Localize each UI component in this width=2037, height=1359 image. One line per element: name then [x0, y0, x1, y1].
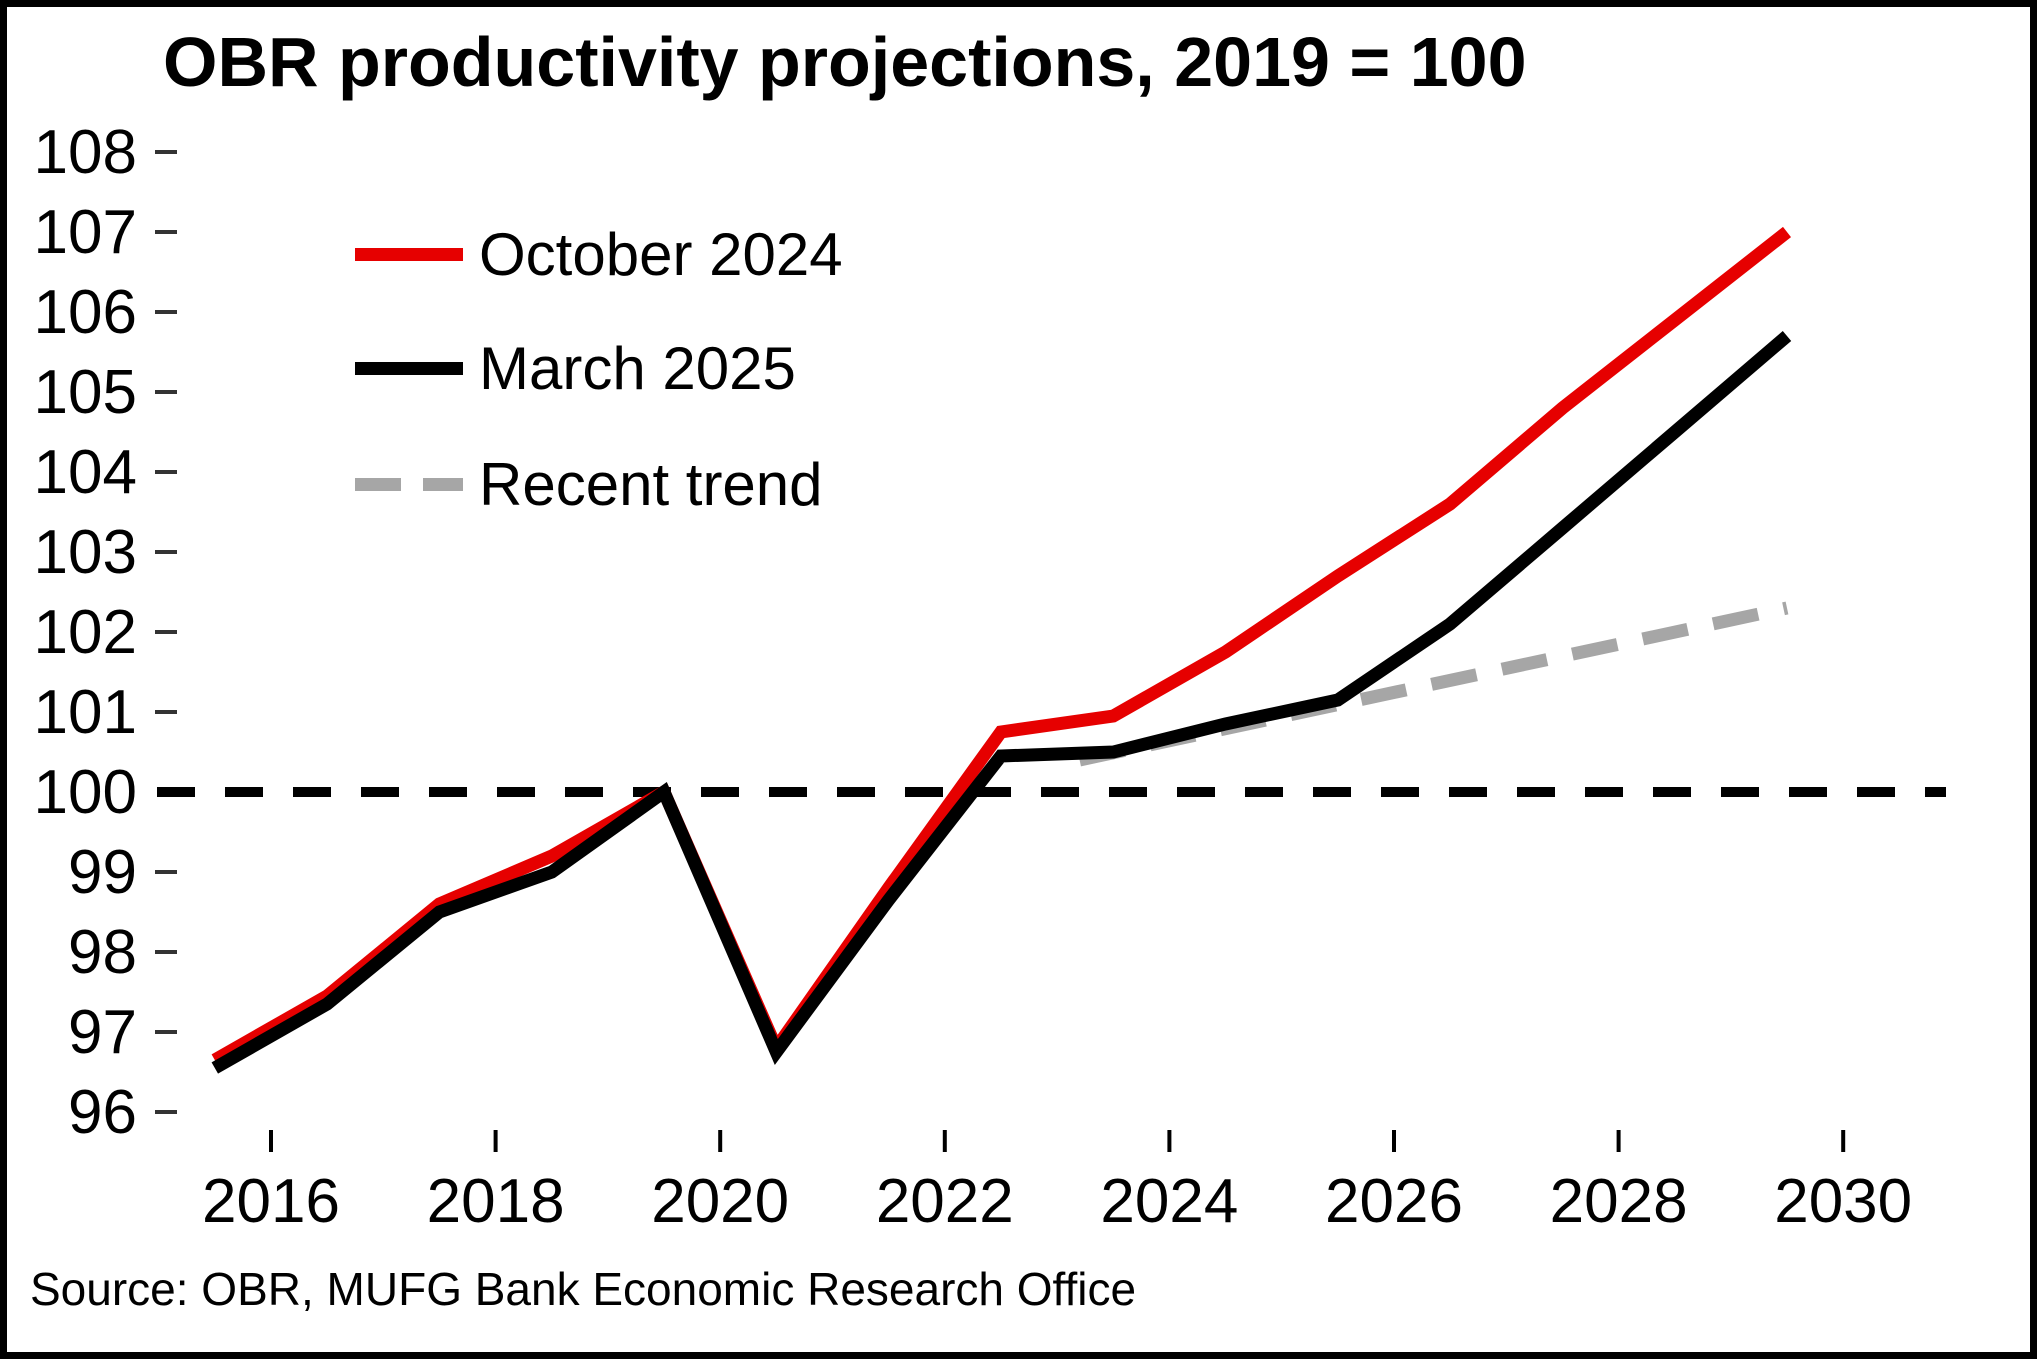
- x-axis-tick-label: 2020: [651, 1167, 789, 1236]
- y-axis-tick-label: 100: [34, 758, 137, 827]
- x-axis-tick-label: 2030: [1774, 1167, 1912, 1236]
- x-axis-tick-label: 2018: [427, 1167, 565, 1236]
- y-axis-tick-label: 108: [34, 118, 137, 187]
- legend-label-october-2024: October 2024: [479, 220, 843, 288]
- series-line-october-2024: [211, 226, 1792, 1066]
- series-line-march-2025: [211, 331, 1792, 1074]
- y-axis-tick-label: 98: [68, 918, 137, 987]
- y-axis-tick-label: 96: [68, 1078, 137, 1147]
- x-axis-tick-label: 2026: [1325, 1167, 1463, 1236]
- legend-key-october-2024: [355, 247, 463, 261]
- y-axis-tick-label: 101: [34, 678, 137, 747]
- y-axis-tick-label: 105: [34, 358, 137, 427]
- y-axis-tick-label: 102: [34, 598, 137, 667]
- source-note: Source: OBR, MUFG Bank Economic Research…: [30, 1263, 1137, 1315]
- legend-key-march-2025: [355, 361, 463, 375]
- y-axis-tick-label: 97: [68, 998, 137, 1067]
- x-axis-tick-label: 2024: [1100, 1167, 1238, 1236]
- legend-item-recent-trend: Recent trend: [355, 450, 823, 518]
- x-axis-tick-label: 2022: [876, 1167, 1014, 1236]
- series-line-recent-trend: [1078, 601, 1789, 767]
- legend-item-march-2025: March 2025: [355, 334, 796, 402]
- y-axis-tick-label: 106: [34, 278, 137, 347]
- chart-title: OBR productivity projections, 2019 = 100: [163, 23, 1527, 101]
- x-axis-tick-label: 2016: [202, 1167, 340, 1236]
- legend-label-march-2025: March 2025: [479, 334, 796, 402]
- legend-item-october-2024: October 2024: [355, 220, 843, 288]
- y-axis-tick-label: 103: [34, 518, 137, 587]
- y-axis-tick-label: 104: [34, 438, 137, 507]
- y-axis-tick-label: 107: [34, 198, 137, 267]
- x-axis-tick-label: 2028: [1550, 1167, 1688, 1236]
- y-axis-tick-label: 99: [68, 838, 137, 907]
- legend-label-recent-trend: Recent trend: [479, 450, 823, 518]
- legend-key-recent-trend: [355, 477, 463, 491]
